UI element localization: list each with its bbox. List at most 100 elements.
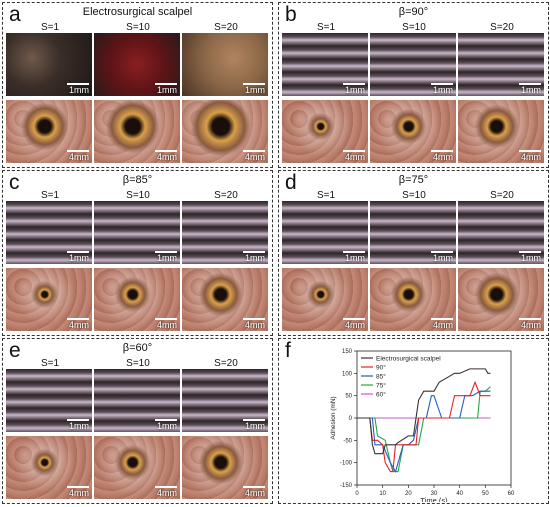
tissue-photo: 4mm bbox=[370, 268, 456, 331]
scale-bar bbox=[155, 318, 177, 320]
scale-label: 4mm bbox=[521, 320, 541, 330]
y-tick-label: 0 bbox=[349, 416, 353, 422]
panel-title: β=75° bbox=[398, 174, 429, 186]
scale-bar bbox=[155, 419, 177, 421]
speed-label: S=1 bbox=[40, 22, 60, 33]
speed-label: S=10 bbox=[126, 190, 150, 201]
series-line bbox=[357, 380, 491, 473]
scale-bar bbox=[519, 83, 541, 85]
tissue-photo: 4mm bbox=[458, 100, 544, 163]
speed-label: S=20 bbox=[214, 22, 238, 33]
scale-label: 1mm bbox=[245, 85, 265, 95]
tissue-photo: 4mm bbox=[94, 268, 180, 331]
scale-label: 4mm bbox=[157, 152, 177, 162]
scale-bar bbox=[155, 486, 177, 488]
scale-label: 4mm bbox=[345, 320, 365, 330]
y-tick-label: -50 bbox=[343, 438, 352, 444]
legend-entry: 60° bbox=[376, 391, 386, 399]
scale-bar bbox=[243, 150, 265, 152]
speed-label: S=20 bbox=[490, 190, 514, 201]
scale-label: 4mm bbox=[433, 320, 453, 330]
x-tick-label: 40 bbox=[456, 491, 463, 497]
speed-label: S=1 bbox=[40, 190, 60, 201]
incision-micrograph: 1mm bbox=[94, 201, 180, 264]
legend-entry: Electrosurgical scalpel bbox=[376, 356, 441, 363]
panel-letter: f bbox=[285, 339, 291, 362]
incision-micrograph: 1mm bbox=[94, 33, 180, 96]
scale-label: 1mm bbox=[157, 253, 177, 263]
scale-bar bbox=[431, 318, 453, 320]
speed-label: S=20 bbox=[214, 190, 238, 201]
scale-label: 4mm bbox=[345, 152, 365, 162]
scale-bar bbox=[67, 318, 89, 320]
incision-micrograph: 1mm bbox=[282, 33, 368, 96]
scale-bar bbox=[243, 419, 265, 421]
panel-letter: e bbox=[9, 339, 21, 362]
scale-bar bbox=[155, 150, 177, 152]
legend-entry: 75° bbox=[376, 382, 386, 390]
scale-bar bbox=[431, 83, 453, 85]
scale-bar bbox=[343, 83, 365, 85]
scale-bar bbox=[519, 318, 541, 320]
panel-b: b β=90° S=1 1mm 4mm S=10 1mm 4mm S=20 1mm 4mm bbox=[278, 2, 549, 168]
scale-bar bbox=[343, 318, 365, 320]
speed-label: S=20 bbox=[490, 22, 514, 33]
incision-micrograph: 1mm bbox=[182, 33, 268, 96]
scale-label: 4mm bbox=[245, 152, 265, 162]
incision-micrograph: 1mm bbox=[370, 33, 456, 96]
adhesion-chart: 0 10 20 30 40 50 60 -150 -100 -50 0 50 100 150 Time (s… bbox=[330, 349, 515, 505]
x-tick-label: 10 bbox=[379, 491, 386, 497]
tissue-photo: 4mm bbox=[6, 436, 92, 499]
panel-title: β=90° bbox=[398, 6, 429, 18]
incision-micrograph: 1mm bbox=[6, 369, 92, 432]
scale-label: 1mm bbox=[345, 253, 365, 263]
y-tick-label: 150 bbox=[342, 349, 353, 355]
scale-bar bbox=[243, 486, 265, 488]
tissue-photo: 4mm bbox=[370, 100, 456, 163]
tissue-photo: 4mm bbox=[458, 268, 544, 331]
scale-bar bbox=[343, 251, 365, 253]
y-tick-label: -150 bbox=[340, 483, 353, 489]
panel-e: e β=60° S=1 1mm 4mm S=10 1mm 4mm S=20 1mm 4mm bbox=[2, 338, 273, 504]
tissue-photo: 4mm bbox=[182, 436, 268, 499]
x-tick-label: 20 bbox=[405, 491, 412, 497]
scale-label: 4mm bbox=[521, 152, 541, 162]
scale-bar bbox=[243, 251, 265, 253]
scale-bar bbox=[431, 150, 453, 152]
speed-label: S=10 bbox=[402, 190, 426, 201]
scale-bar bbox=[155, 251, 177, 253]
scale-bar bbox=[243, 318, 265, 320]
scale-label: 1mm bbox=[521, 253, 541, 263]
panel-c: c β=85° S=1 1mm 4mm S=10 1mm 4mm S=20 1mm 4mm bbox=[2, 170, 273, 336]
series-line bbox=[357, 368, 491, 455]
scale-label: 1mm bbox=[245, 421, 265, 431]
y-tick-label: 50 bbox=[345, 394, 352, 400]
legend-entry: 85° bbox=[376, 373, 386, 381]
y-tick-label: -100 bbox=[340, 461, 353, 467]
x-tick-label: 60 bbox=[508, 491, 515, 497]
panel-letter: a bbox=[9, 3, 21, 26]
speed-label: S=1 bbox=[316, 22, 336, 33]
scale-label: 4mm bbox=[157, 488, 177, 498]
x-tick-label: 0 bbox=[355, 491, 359, 497]
tissue-photo: 4mm bbox=[182, 268, 268, 331]
incision-micrograph: 1mm bbox=[94, 369, 180, 432]
scale-bar bbox=[67, 251, 89, 253]
x-tick-label: 30 bbox=[431, 491, 438, 497]
scale-label: 1mm bbox=[433, 85, 453, 95]
scale-bar bbox=[67, 486, 89, 488]
scale-label: 1mm bbox=[345, 85, 365, 95]
speed-label: S=1 bbox=[316, 190, 336, 201]
incision-micrograph: 1mm bbox=[6, 201, 92, 264]
panel-title: Electrosurgical scalpel bbox=[82, 6, 193, 18]
scale-label: 1mm bbox=[433, 253, 453, 263]
scale-label: 4mm bbox=[245, 488, 265, 498]
scale-bar bbox=[67, 83, 89, 85]
scale-label: 4mm bbox=[245, 320, 265, 330]
scale-bar bbox=[67, 150, 89, 152]
scale-label: 1mm bbox=[69, 253, 89, 263]
incision-micrograph: 1mm bbox=[182, 201, 268, 264]
incision-micrograph: 1mm bbox=[182, 369, 268, 432]
speed-label: S=10 bbox=[126, 22, 150, 33]
speed-label: S=10 bbox=[126, 358, 150, 369]
